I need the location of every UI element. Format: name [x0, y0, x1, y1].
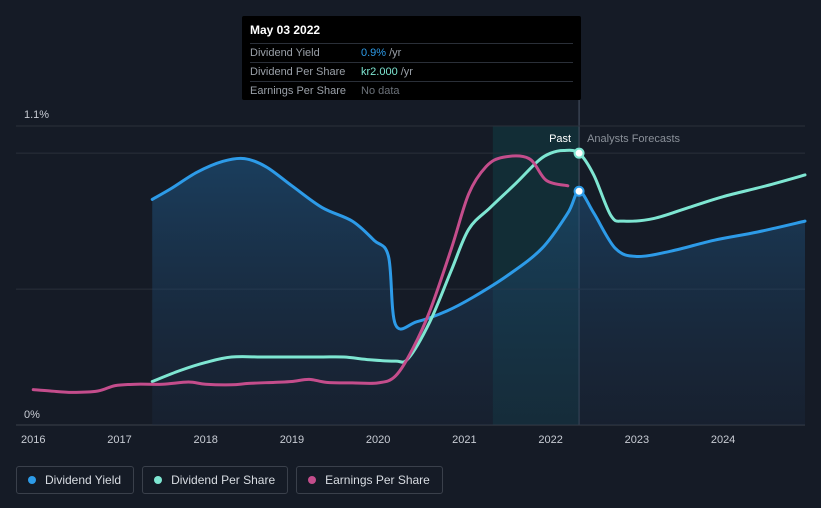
x-tick-label: 2021 — [452, 434, 476, 446]
tooltip-label: Earnings Per Share — [250, 85, 346, 97]
tooltip-label: Dividend Per Share — [250, 66, 346, 78]
y-axis: 1.1% 0% — [24, 109, 49, 421]
highlight-markers — [573, 147, 585, 197]
dividend-yield-marker — [573, 185, 585, 197]
tooltip-row-earnings-per-share: Earnings Per Share No data — [250, 81, 573, 100]
x-tick-label: 2016 — [21, 434, 45, 446]
x-tick-label: 2018 — [193, 434, 217, 446]
dividend-yield-line — [150, 156, 807, 331]
legend-item-dividend-per-share[interactable]: Dividend Per Share — [142, 466, 289, 494]
legend-item-dividend-yield[interactable]: Dividend Yield — [16, 466, 135, 494]
x-tick-label: 2024 — [711, 434, 735, 446]
legend-label: Earnings Per Share — [325, 473, 430, 487]
earnings-per-share-line — [31, 154, 570, 394]
x-tick-label: 2022 — [538, 434, 562, 446]
dividend-per-share-line — [150, 148, 807, 384]
tooltip-label: Dividend Yield — [250, 47, 320, 59]
earnings-per-share-dot-icon — [308, 476, 317, 484]
legend-label: Dividend Yield — [45, 473, 122, 487]
tooltip-unit: /yr — [400, 66, 413, 78]
x-tick-label: 2019 — [280, 434, 304, 446]
x-tick-label: 2017 — [107, 434, 131, 446]
tooltip-value: kr2.000 — [361, 66, 398, 78]
y-tick-top: 1.1% — [24, 109, 49, 121]
tooltip: May 03 2022 Dividend Yield 0.9% /yr Divi… — [242, 16, 581, 100]
series-areas — [152, 158, 806, 425]
dividend-per-share-marker — [573, 147, 585, 159]
legend: Dividend Yield Dividend Per Share Earnin… — [16, 466, 443, 494]
past-label: Past — [549, 133, 571, 145]
x-axis: 2016 2017 2018 2019 2020 2021 2022 2023 2024 — [21, 434, 735, 446]
series-lines — [31, 148, 807, 394]
y-tick-zero: 0% — [24, 409, 40, 421]
legend-item-earnings-per-share[interactable]: Earnings Per Share — [296, 466, 443, 494]
tooltip-value: 0.9% — [361, 47, 387, 59]
dividend-yield-dot-icon — [28, 476, 36, 484]
tooltip-value: No data — [361, 85, 400, 97]
tooltip-row-dividend-per-share: Dividend Per Share kr2.000 /yr — [250, 62, 573, 81]
dividend-per-share-dot-icon — [154, 476, 163, 484]
legend-label: Dividend Per Share — [171, 473, 276, 487]
analysts-forecasts-label: Analysts Forecasts — [587, 133, 680, 145]
tooltip-date: May 03 2022 — [250, 23, 321, 37]
tooltip-unit: /yr — [389, 47, 402, 59]
x-tick-label: 2023 — [625, 434, 649, 446]
x-tick-label: 2020 — [366, 434, 390, 446]
dividend-yield-area — [152, 158, 806, 425]
tooltip-row-dividend-yield: Dividend Yield 0.9% /yr — [250, 43, 573, 62]
